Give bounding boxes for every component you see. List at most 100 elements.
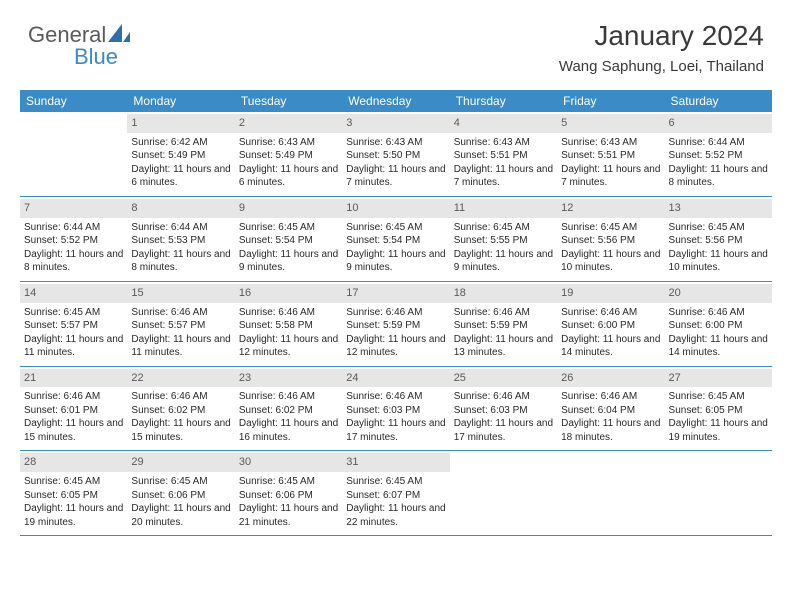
week-row: 14Sunrise: 6:45 AMSunset: 5:57 PMDayligh… xyxy=(20,282,772,367)
day-number: 6 xyxy=(665,114,772,133)
day-number: 23 xyxy=(235,369,342,388)
daylight-text: Daylight: 11 hours and 19 minutes. xyxy=(669,417,768,444)
daylight-text: Daylight: 11 hours and 21 minutes. xyxy=(239,502,338,529)
day-number: 11 xyxy=(450,199,557,218)
day-cell: 11Sunrise: 6:45 AMSunset: 5:55 PMDayligh… xyxy=(450,197,557,281)
daylight-text: Daylight: 11 hours and 6 minutes. xyxy=(131,163,230,190)
day-cell: 6Sunrise: 6:44 AMSunset: 5:52 PMDaylight… xyxy=(665,112,772,196)
day-cell: 29 Sunrise: 6:45 AMSunset: 6:06 PMDayligh… xyxy=(127,451,234,535)
day-cell: 25Sunrise: 6:46 AMSunset: 6:03 PMDayligh… xyxy=(450,367,557,451)
day-cell xyxy=(557,451,664,535)
day-number: 19 xyxy=(557,284,664,303)
daylight-text: Daylight: 11 hours and 11 minutes. xyxy=(131,333,230,360)
day-cell: 8Sunrise: 6:44 AMSunset: 5:53 PMDaylight… xyxy=(127,197,234,281)
sunset-text: Sunset: 5:57 PM xyxy=(24,319,123,333)
day-number: 28 xyxy=(20,453,127,472)
sunset-text: Sunset: 5:57 PM xyxy=(131,319,230,333)
day-number: 13 xyxy=(665,199,772,218)
day-cell: 7Sunrise: 6:44 AMSunset: 5:52 PMDaylight… xyxy=(20,197,127,281)
sunrise-text: Sunrise: 6:46 AM xyxy=(131,390,230,404)
daylight-text: Daylight: 11 hours and 12 minutes. xyxy=(239,333,338,360)
day-number: 8 xyxy=(127,199,234,218)
day-cell: 19 Sunrise: 6:46 AMSunset: 6:00 PMDayligh… xyxy=(557,282,664,366)
weekday-header: Monday xyxy=(127,90,234,112)
sunrise-text: Sunrise: 6:46 AM xyxy=(346,390,445,404)
day-number: 30 xyxy=(235,453,342,472)
daylight-text: Daylight: 11 hours and 14 minutes. xyxy=(561,333,660,360)
sunset-text: Sunset: 6:04 PM xyxy=(561,404,660,418)
sunset-text: Sunset: 6:06 PM xyxy=(131,489,230,503)
day-number: 10 xyxy=(342,199,449,218)
sunrise-text: Sunrise: 6:45 AM xyxy=(24,475,123,489)
sunrise-text: Sunrise: 6:46 AM xyxy=(454,306,553,320)
sunrise-text: Sunrise: 6:45 AM xyxy=(239,475,338,489)
sunset-text: Sunset: 5:49 PM xyxy=(239,149,338,163)
sunset-text: Sunset: 5:52 PM xyxy=(24,234,123,248)
daylight-text: Daylight: 11 hours and 6 minutes. xyxy=(239,163,338,190)
logo: General Blue xyxy=(28,22,130,48)
day-cell: 18Sunrise: 6:46 AMSunset: 5:59 PMDayligh… xyxy=(450,282,557,366)
daylight-text: Daylight: 11 hours and 8 minutes. xyxy=(131,248,230,275)
sunset-text: Sunset: 6:03 PM xyxy=(346,404,445,418)
sunset-text: Sunset: 6:07 PM xyxy=(346,489,445,503)
day-number: 21 xyxy=(20,369,127,388)
day-cell: 5Sunrise: 6:43 AMSunset: 5:51 PMDaylight… xyxy=(557,112,664,196)
weekday-header: Thursday xyxy=(450,90,557,112)
sunrise-text: Sunrise: 6:44 AM xyxy=(131,221,230,235)
sunrise-text: Sunrise: 6:45 AM xyxy=(346,221,445,235)
sunrise-text: Sunrise: 6:46 AM xyxy=(131,306,230,320)
daylight-text: Daylight: 11 hours and 17 minutes. xyxy=(454,417,553,444)
week-row: 28Sunrise: 6:45 AMSunset: 6:05 PMDayligh… xyxy=(20,451,772,536)
sunset-text: Sunset: 5:55 PM xyxy=(454,234,553,248)
week-row: 1Sunrise: 6:42 AMSunset: 5:49 PMDaylight… xyxy=(20,112,772,197)
day-number: 29 xyxy=(127,453,234,472)
day-cell xyxy=(20,112,127,196)
sunset-text: Sunset: 5:59 PM xyxy=(346,319,445,333)
weekday-header: Tuesday xyxy=(235,90,342,112)
sunrise-text: Sunrise: 6:46 AM xyxy=(454,390,553,404)
daylight-text: Daylight: 11 hours and 16 minutes. xyxy=(239,417,338,444)
sunrise-text: Sunrise: 6:46 AM xyxy=(561,306,660,320)
sunset-text: Sunset: 5:50 PM xyxy=(346,149,445,163)
day-cell: 2 Sunrise: 6:43 AMSunset: 5:49 PMDaylight… xyxy=(235,112,342,196)
day-cell: 26Sunrise: 6:46 AMSunset: 6:04 PMDayligh… xyxy=(557,367,664,451)
sunset-text: Sunset: 5:51 PM xyxy=(454,149,553,163)
day-cell: 3Sunrise: 6:43 AMSunset: 5:50 PMDaylight… xyxy=(342,112,449,196)
daylight-text: Daylight: 11 hours and 12 minutes. xyxy=(346,333,445,360)
sunset-text: Sunset: 6:00 PM xyxy=(561,319,660,333)
daylight-text: Daylight: 11 hours and 11 minutes. xyxy=(24,333,123,360)
day-number: 15 xyxy=(127,284,234,303)
day-number: 4 xyxy=(450,114,557,133)
sunrise-text: Sunrise: 6:46 AM xyxy=(346,306,445,320)
sunrise-text: Sunrise: 6:46 AM xyxy=(24,390,123,404)
calendar: SundayMondayTuesdayWednesdayThursdayFrid… xyxy=(20,90,772,536)
daylight-text: Daylight: 11 hours and 9 minutes. xyxy=(346,248,445,275)
daylight-text: Daylight: 11 hours and 20 minutes. xyxy=(131,502,230,529)
day-cell: 10Sunrise: 6:45 AMSunset: 5:54 PMDayligh… xyxy=(342,197,449,281)
sunset-text: Sunset: 6:05 PM xyxy=(24,489,123,503)
day-number: 2 xyxy=(235,114,342,133)
location: Wang Saphung, Loei, Thailand xyxy=(559,58,764,75)
day-cell: 16Sunrise: 6:46 AMSunset: 5:58 PMDayligh… xyxy=(235,282,342,366)
sunset-text: Sunset: 5:51 PM xyxy=(561,149,660,163)
sunset-text: Sunset: 6:03 PM xyxy=(454,404,553,418)
day-number: 1 xyxy=(127,114,234,133)
weekday-header: Friday xyxy=(557,90,664,112)
sunrise-text: Sunrise: 6:43 AM xyxy=(454,136,553,150)
day-number: 26 xyxy=(557,369,664,388)
sunrise-text: Sunrise: 6:45 AM xyxy=(454,221,553,235)
daylight-text: Daylight: 11 hours and 19 minutes. xyxy=(24,502,123,529)
sunrise-text: Sunrise: 6:43 AM xyxy=(239,136,338,150)
daylight-text: Daylight: 11 hours and 7 minutes. xyxy=(561,163,660,190)
day-cell xyxy=(665,451,772,535)
day-number: 27 xyxy=(665,369,772,388)
sunrise-text: Sunrise: 6:45 AM xyxy=(239,221,338,235)
daylight-text: Daylight: 11 hours and 18 minutes. xyxy=(561,417,660,444)
day-number: 31 xyxy=(342,453,449,472)
day-number: 24 xyxy=(342,369,449,388)
day-cell: 24Sunrise: 6:46 AMSunset: 6:03 PMDayligh… xyxy=(342,367,449,451)
sunrise-text: Sunrise: 6:45 AM xyxy=(131,475,230,489)
day-number: 9 xyxy=(235,199,342,218)
day-number: 12 xyxy=(557,199,664,218)
month-title: January 2024 xyxy=(559,20,764,52)
